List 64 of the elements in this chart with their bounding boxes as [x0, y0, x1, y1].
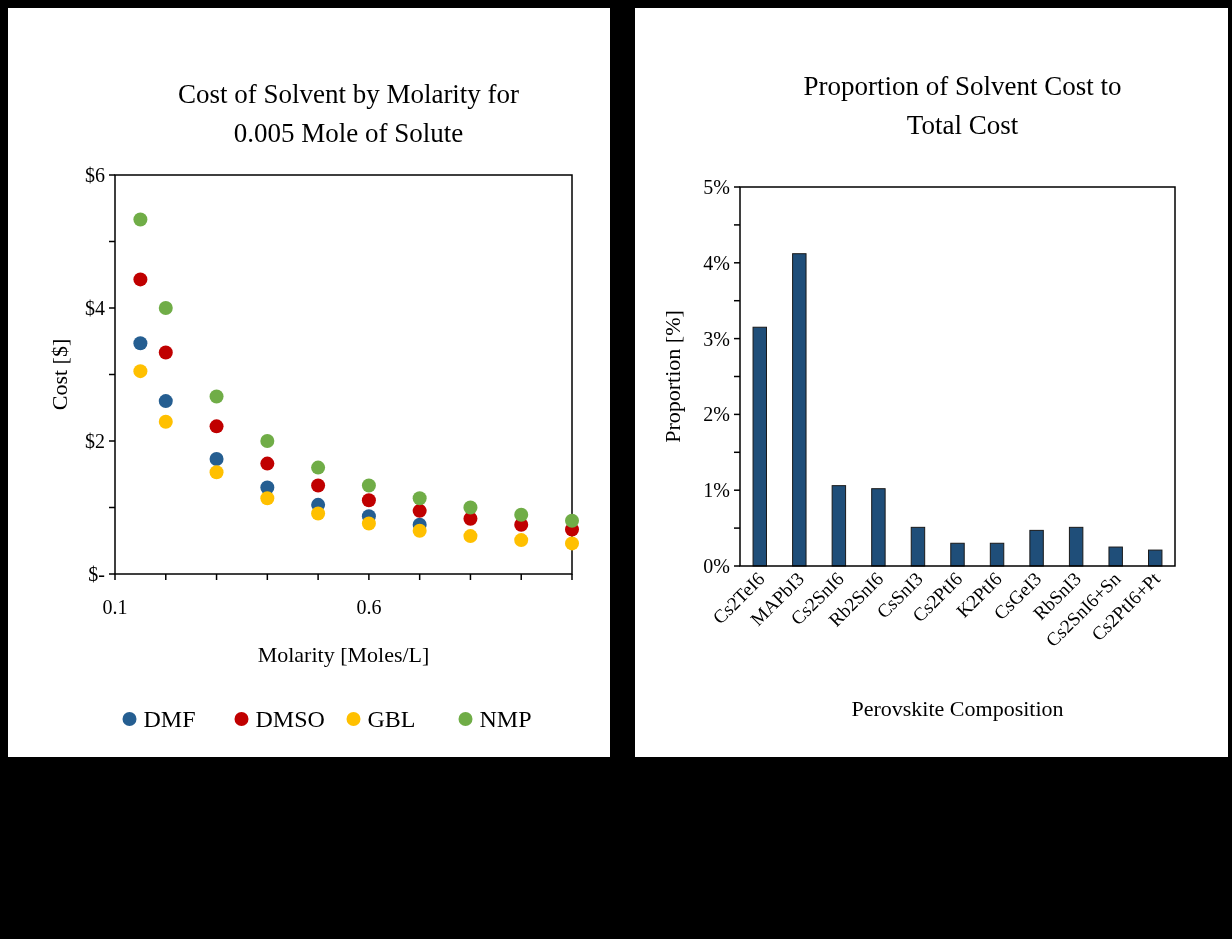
point: [158, 301, 173, 315]
y-axis-title: Proportion [%]: [660, 310, 685, 443]
point: [209, 389, 224, 404]
point: [361, 493, 376, 508]
legend-label: NMP: [479, 706, 532, 733]
point: [514, 533, 529, 548]
y-tick-label: 5%: [703, 176, 730, 198]
y-tick-label: $-: [88, 563, 105, 585]
y-tick-label: 0%: [703, 555, 730, 577]
bar: [752, 326, 767, 567]
chart-title: Proportion of Solvent Cost to Total Cost: [803, 71, 1122, 140]
point: [514, 507, 529, 522]
point: [311, 506, 326, 521]
chart-title: Cost of Solvent by Molarity for 0.005 Mole of Solute: [177, 79, 520, 148]
bar: [792, 253, 807, 567]
bar: [1029, 529, 1044, 567]
x-tick-label: 0.6: [356, 596, 382, 618]
point: [209, 465, 224, 480]
y-tick-label: $2: [85, 430, 105, 452]
point: [133, 272, 148, 287]
point: [361, 516, 376, 531]
point: [133, 336, 148, 351]
point: [209, 451, 224, 466]
point: [361, 478, 376, 493]
point: [463, 529, 478, 544]
legend-label: DMF: [143, 706, 196, 733]
point: [260, 456, 275, 471]
point: [311, 478, 326, 493]
bar: [910, 526, 926, 567]
legend-label: GBL: [367, 706, 416, 733]
x-tick-label: 0.1: [102, 596, 128, 618]
point: [412, 491, 427, 506]
y-tick-label: 4%: [703, 251, 730, 274]
y-tick-label: 2%: [703, 403, 730, 426]
point: [412, 523, 427, 538]
point: [158, 394, 173, 409]
point: [311, 460, 326, 475]
point: [158, 345, 173, 360]
point: [260, 491, 275, 506]
point: [463, 500, 478, 515]
x-axis-title: Perovskite Composition: [851, 696, 1064, 721]
point: [133, 364, 148, 379]
point: [209, 419, 224, 434]
point: [565, 513, 579, 528]
bar: [1068, 526, 1084, 567]
bar: [1148, 549, 1163, 567]
bar: [950, 542, 965, 567]
point: [412, 503, 427, 518]
y-tick-label: 3%: [703, 327, 730, 350]
point: [565, 536, 579, 551]
bar: [989, 542, 1005, 567]
y-axis-title: Cost [$]: [47, 338, 72, 411]
bar: [1108, 546, 1123, 567]
y-tick-label: $4: [85, 297, 105, 319]
x-axis-title: Molarity [Moles/L]: [257, 642, 430, 667]
point: [158, 414, 173, 429]
legend-label: DMSO: [255, 706, 325, 733]
bar: [871, 488, 886, 567]
point: [463, 511, 478, 526]
y-tick-label: $6: [85, 164, 105, 186]
point: [133, 212, 148, 227]
bar: [831, 485, 847, 567]
point: [260, 434, 275, 448]
y-tick-label: 1%: [703, 479, 730, 502]
